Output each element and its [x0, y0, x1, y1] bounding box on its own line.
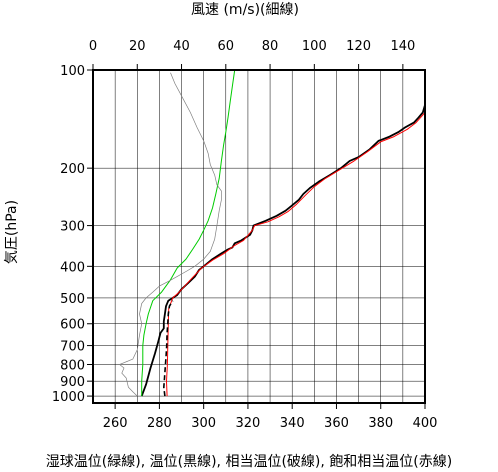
y-axis-tick-label: 700 [60, 340, 85, 355]
bottom-axis-tick-label: 300 [191, 416, 216, 431]
series-layer [119, 69, 426, 397]
ticks: 260 280 300 320 340 360 380 400 0 20 40 60 80 100 120 1… [52, 39, 438, 431]
bottom-axis-title: 湿球温位(緑線), 温位(黒線), 相当温位(破線), 飽和相当温位(赤線) [46, 453, 452, 470]
series-line-theta [140, 104, 426, 397]
bottom-axis-tick-label: 340 [280, 416, 305, 431]
top-axis-tick-label: 100 [302, 39, 327, 54]
grid [93, 69, 425, 403]
top-axis-tick-label: 140 [390, 39, 415, 54]
top-axis-tick-label: 120 [346, 39, 371, 54]
bottom-axis-tick-label: 260 [103, 416, 128, 431]
bottom-axis-tick-label: 280 [147, 416, 172, 431]
top-axis-tick-label: 0 [89, 39, 97, 54]
series-line-theta_es [166, 112, 426, 397]
top-axis-tick-label: 60 [218, 39, 235, 54]
y-axis-title: 気圧(hPa) [4, 200, 20, 264]
top-axis-tick-label: 80 [262, 39, 279, 54]
y-axis-tick-label: 900 [60, 375, 85, 390]
top-axis-tick-label: 20 [129, 39, 146, 54]
y-axis-tick-label: 200 [60, 162, 85, 177]
top-axis-title: 風速 (m/s)(細線) [191, 2, 299, 18]
bottom-axis-tick-label: 360 [324, 416, 349, 431]
y-axis-tick-label: 500 [60, 292, 85, 307]
bottom-axis-tick-label: 380 [368, 416, 393, 431]
y-axis-tick-label: 1000 [52, 390, 85, 405]
plot-frame [92, 69, 426, 404]
y-axis-tick-label: 300 [60, 220, 85, 235]
bottom-axis-tick-label: 400 [413, 416, 438, 431]
series-line-theta_w [141, 69, 236, 397]
y-axis-tick-label: 400 [60, 260, 85, 275]
y-axis-tick-label: 100 [60, 64, 85, 79]
bottom-axis-tick-label: 320 [236, 416, 261, 431]
y-axis-tick-label: 600 [60, 318, 85, 333]
series-line-theta_e [163, 300, 174, 397]
series-line-wind [119, 72, 222, 397]
top-axis-tick-label: 40 [173, 39, 190, 54]
y-axis-tick-label: 800 [60, 358, 85, 373]
